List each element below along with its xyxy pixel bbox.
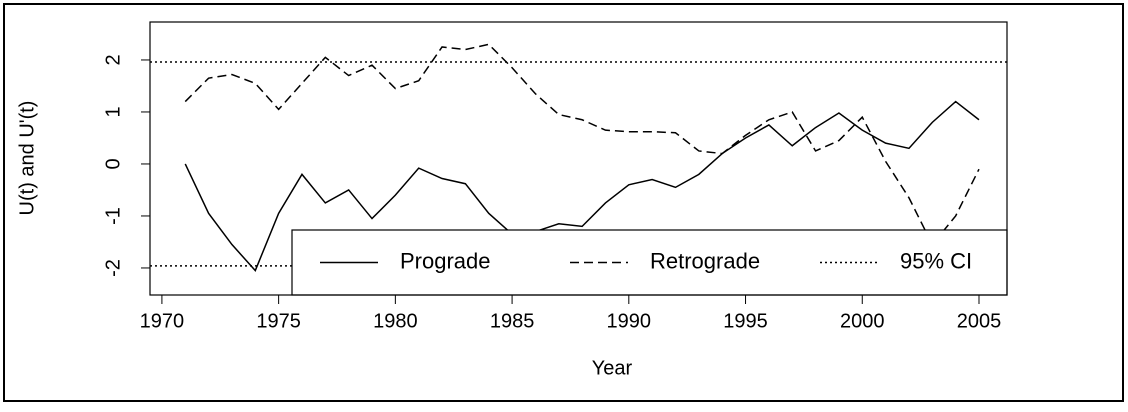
- x-tick-label: 1970: [140, 310, 185, 332]
- legend-box: [291, 229, 1008, 296]
- legend-label: 95% CI: [900, 248, 972, 273]
- series-line: [184, 100, 980, 272]
- x-tick-label: 1975: [256, 310, 301, 332]
- x-tick-label: 1990: [607, 310, 652, 332]
- legend-label: Retrograde: [650, 248, 760, 273]
- y-tick-label: -1: [102, 207, 124, 225]
- figure-border: [3, 3, 1124, 402]
- y-tick-label: 1: [102, 106, 124, 117]
- x-tick-label: 2005: [957, 310, 1002, 332]
- x-tick-label: 1985: [490, 310, 535, 332]
- y-tick-label: 2: [102, 54, 124, 65]
- x-tick-label: 1980: [373, 310, 418, 332]
- plot-frame: [149, 21, 1008, 296]
- y-axis-label: U(t) and U'(t): [16, 101, 38, 216]
- x-tick-label: 1995: [723, 310, 768, 332]
- legend-label: Prograde: [400, 248, 491, 273]
- x-axis-label: Year: [592, 357, 633, 379]
- x-tick-label: 2000: [840, 310, 885, 332]
- series-line: [184, 43, 980, 246]
- y-tick-label: 0: [102, 158, 124, 169]
- y-tick-label: -2: [102, 259, 124, 277]
